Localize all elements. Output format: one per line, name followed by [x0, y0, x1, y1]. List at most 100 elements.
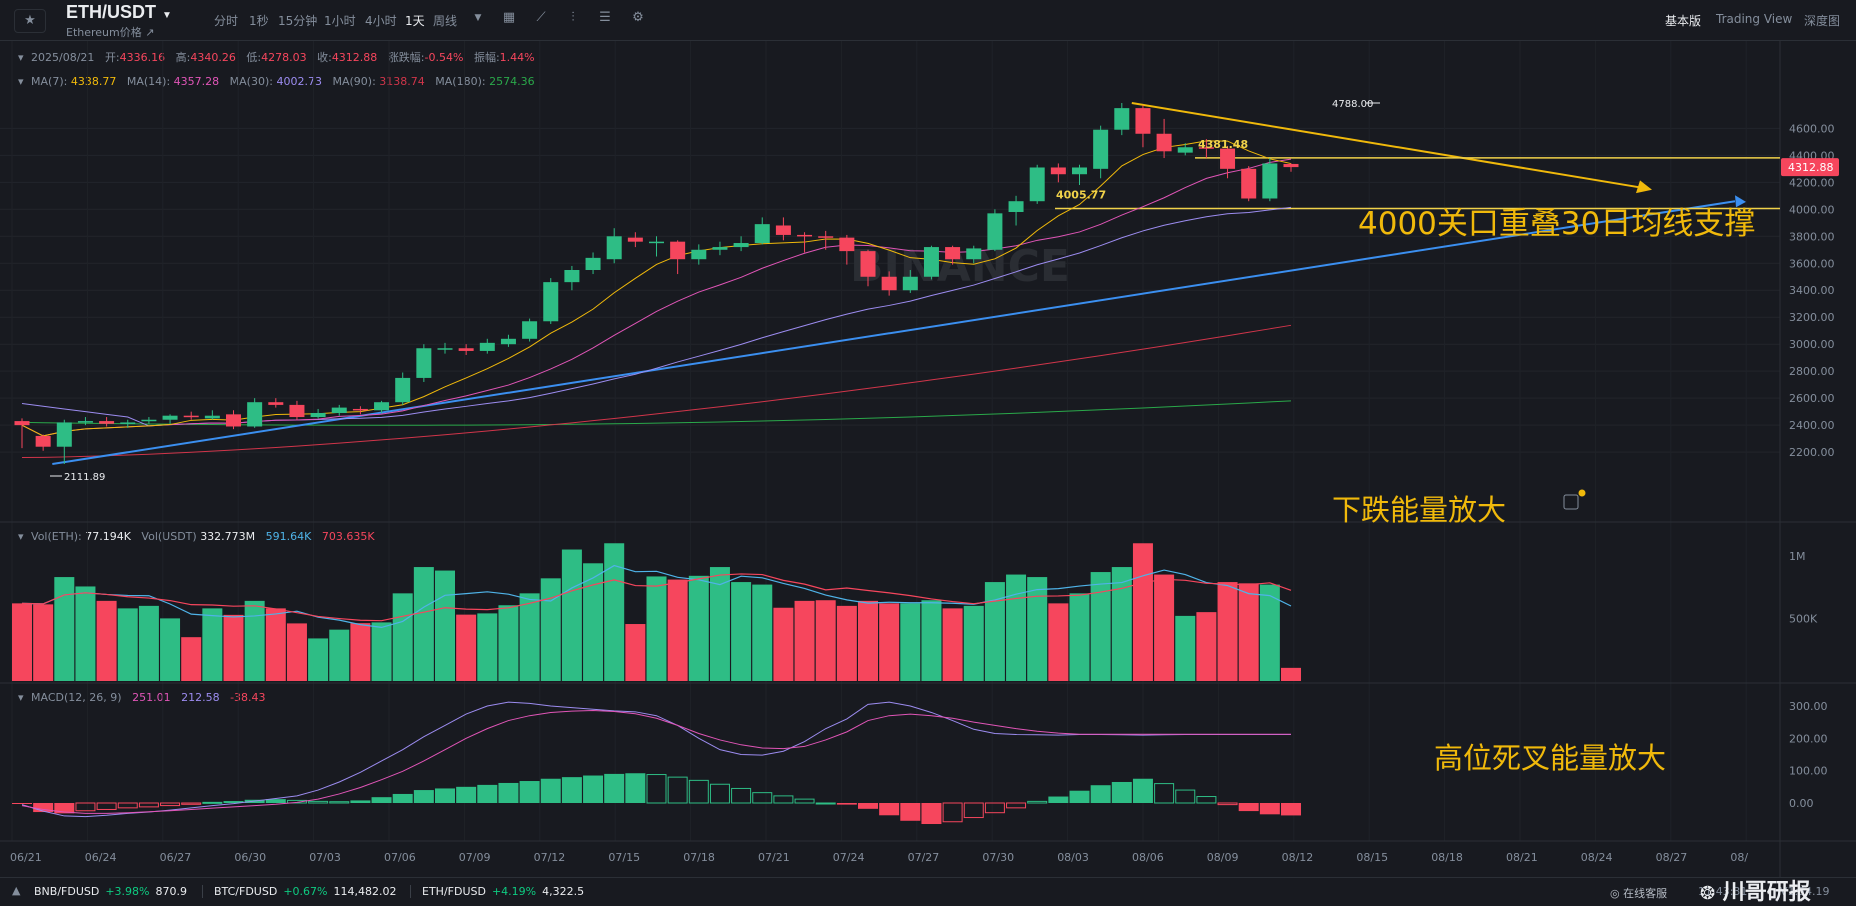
macd-histogram-bar	[371, 797, 392, 803]
ticker-name: ETH/FDUSD	[422, 885, 486, 898]
candle	[141, 419, 157, 422]
volume-bar	[286, 623, 307, 681]
macd-axis-label: 200.00	[1789, 732, 1828, 745]
top-toolbar: ★ ETH/USDT ▼ Ethereum价格 ↗ 分时 1秒 15分钟 1小时 …	[0, 0, 1856, 41]
candle	[99, 421, 115, 424]
tf-1s[interactable]: 1秒	[249, 14, 269, 28]
date-axis-label: 08/	[1730, 851, 1748, 864]
candle	[1156, 133, 1172, 152]
tf-1h[interactable]: 1小时	[324, 14, 356, 28]
tf-1d[interactable]: 1天	[405, 14, 425, 28]
tf-4h[interactable]: 4小时	[365, 14, 397, 28]
volume-bar	[1259, 584, 1280, 681]
display-settings-icon[interactable]: ☰	[599, 10, 611, 25]
date-axis-label: 08/15	[1356, 851, 1388, 864]
collapse-caret-icon[interactable]: ▾	[18, 75, 24, 88]
candle	[268, 402, 284, 405]
symbol-selector[interactable]: ETH/USDT ▼	[66, 2, 172, 23]
volume-bar	[1196, 612, 1217, 681]
candle	[670, 241, 686, 260]
candle	[247, 402, 263, 427]
ticker-bnb[interactable]: BNB/FDUSD +3.98% 870.9	[34, 885, 187, 898]
candle	[120, 422, 136, 424]
pair-label: ETH/USDT	[66, 2, 156, 22]
ma90-value: 3138.74	[379, 75, 425, 88]
ticker-bar: ▲ BNB/FDUSD +3.98% 870.9 BTC/FDUSD +0.67% 11…	[0, 877, 1856, 905]
macd-histogram-bar	[1132, 778, 1153, 803]
high-value: 4340.26	[190, 51, 236, 64]
price-axis-label: 2800.00	[1789, 365, 1835, 378]
tf-timeshare[interactable]: 分时	[214, 14, 239, 28]
candle	[1198, 147, 1214, 149]
pair-subtitle[interactable]: Ethereum价格 ↗	[66, 26, 155, 39]
tab-depth[interactable]: 深度图	[1804, 14, 1841, 28]
date-axis-label: 08/03	[1057, 851, 1089, 864]
collapse-caret-icon[interactable]: ▾	[18, 530, 24, 543]
volume-note: 下跌能量放大	[1332, 493, 1506, 527]
macd-histogram-bar	[1048, 796, 1069, 803]
volume-bar	[688, 575, 709, 681]
ticker-eth[interactable]: ETH/FDUSD +4.19% 4,322.5	[422, 885, 584, 898]
macd-dif-value: 251.01	[132, 691, 171, 704]
price-axis-label: 3000.00	[1789, 338, 1835, 351]
macd-histogram-bar	[413, 790, 434, 803]
vol-eth-value: 77.194K	[85, 530, 131, 543]
candle	[1050, 167, 1066, 175]
support-link[interactable]: ◎ 在线客服	[1610, 885, 1667, 901]
tf-15m[interactable]: 15分钟	[278, 14, 318, 28]
volume-bar	[75, 586, 96, 681]
tab-tradingview[interactable]: Trading View	[1716, 12, 1793, 26]
date-axis-label: 07/18	[683, 851, 715, 864]
chart-type-icon[interactable]: ▦	[502, 10, 516, 25]
macd-histogram-bar	[688, 779, 709, 804]
indicator-icon[interactable]: ⟋	[536, 10, 546, 25]
candle-style-icon[interactable]: ⫶	[571, 10, 575, 25]
collapse-caret-icon[interactable]: ▾	[18, 691, 24, 704]
candle	[500, 338, 516, 345]
weixin-logo-icon: ❂	[1700, 883, 1716, 904]
collapse-caret-icon[interactable]: ▾	[18, 51, 24, 64]
annotations: 4788.00 2111.89 4381.48 4005.77 4000关口重叠30日均…	[50, 99, 1755, 775]
ticker-btc[interactable]: BTC/FDUSD +0.67% 114,482.02	[214, 885, 396, 898]
volume-bar	[498, 605, 519, 681]
more-timeframes-chevron-icon[interactable]: ▼	[474, 13, 482, 23]
high-label: 高:	[175, 51, 191, 64]
low-label: 低:	[246, 51, 262, 64]
candle	[226, 414, 241, 427]
ticker-expand-icon[interactable]: ▲	[12, 884, 21, 897]
macd-histogram-bar	[54, 803, 75, 814]
macd-axis-label: 300.00	[1789, 700, 1828, 713]
volume-bar	[900, 603, 921, 681]
axes: 4600.004400.004200.004000.003800.003600.…	[10, 122, 1839, 864]
volume-bar	[160, 618, 181, 681]
macd-histogram-bar	[160, 802, 181, 807]
macd-axis-label: 0.00	[1789, 797, 1814, 810]
support-label: 4005.77	[1056, 189, 1106, 202]
favorite-star-icon[interactable]: ★	[14, 9, 46, 33]
change-label: 涨跌幅:	[387, 51, 425, 64]
open-value: 4336.16	[119, 51, 166, 64]
vol-ma1-value: 591.64K	[265, 530, 312, 543]
candle	[14, 421, 30, 426]
tab-basic[interactable]: 基本版	[1665, 14, 1702, 28]
volume-bar	[942, 608, 963, 681]
close-label: 收:	[317, 51, 332, 64]
gear-icon[interactable]: ⚙	[632, 10, 644, 25]
candle	[860, 251, 876, 277]
volume-bar	[392, 593, 413, 681]
macd-histogram-bar	[709, 783, 730, 804]
volume-bar	[921, 600, 942, 681]
macd-histogram-bar	[921, 803, 942, 825]
date-axis-label: 07/09	[459, 851, 491, 864]
chevron-down-icon: ▼	[162, 10, 172, 21]
vol-usdt-value: 332.773M	[200, 530, 256, 543]
candle	[1093, 129, 1109, 169]
price-axis-label: 4200.00	[1789, 176, 1835, 189]
ma30-value: 4002.73	[276, 75, 322, 88]
macd-histogram-bar	[202, 801, 223, 804]
ticker-divider	[410, 885, 411, 898]
volume-bar	[963, 605, 984, 681]
tf-1w[interactable]: 周线	[433, 14, 458, 28]
date-axis-label: 08/21	[1506, 851, 1538, 864]
price-chart[interactable]: BINANCE 4600.004400.004200.004000.003800…	[0, 41, 1856, 877]
